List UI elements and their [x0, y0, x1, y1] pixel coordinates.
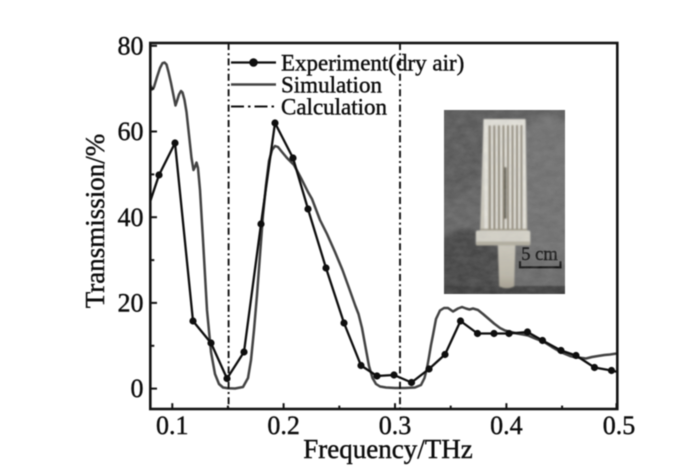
- svg-text:Simulation: Simulation: [281, 73, 382, 98]
- svg-text:0: 0: [131, 374, 144, 403]
- svg-text:Frequency/THz: Frequency/THz: [303, 434, 472, 464]
- svg-text:40: 40: [118, 203, 144, 232]
- svg-text:0.5: 0.5: [603, 411, 636, 440]
- svg-text:0.1: 0.1: [156, 411, 189, 440]
- svg-text:0.4: 0.4: [490, 411, 523, 440]
- svg-text:0.3: 0.3: [379, 411, 412, 440]
- svg-text:80: 80: [118, 31, 144, 60]
- svg-text:Transmission/%: Transmission/%: [80, 134, 110, 309]
- svg-text:60: 60: [118, 117, 144, 146]
- svg-text:20: 20: [118, 289, 144, 318]
- svg-text:Calculation: Calculation: [281, 95, 388, 120]
- svg-text:Experiment(dry air): Experiment(dry air): [281, 51, 464, 76]
- svg-text:0.2: 0.2: [267, 411, 300, 440]
